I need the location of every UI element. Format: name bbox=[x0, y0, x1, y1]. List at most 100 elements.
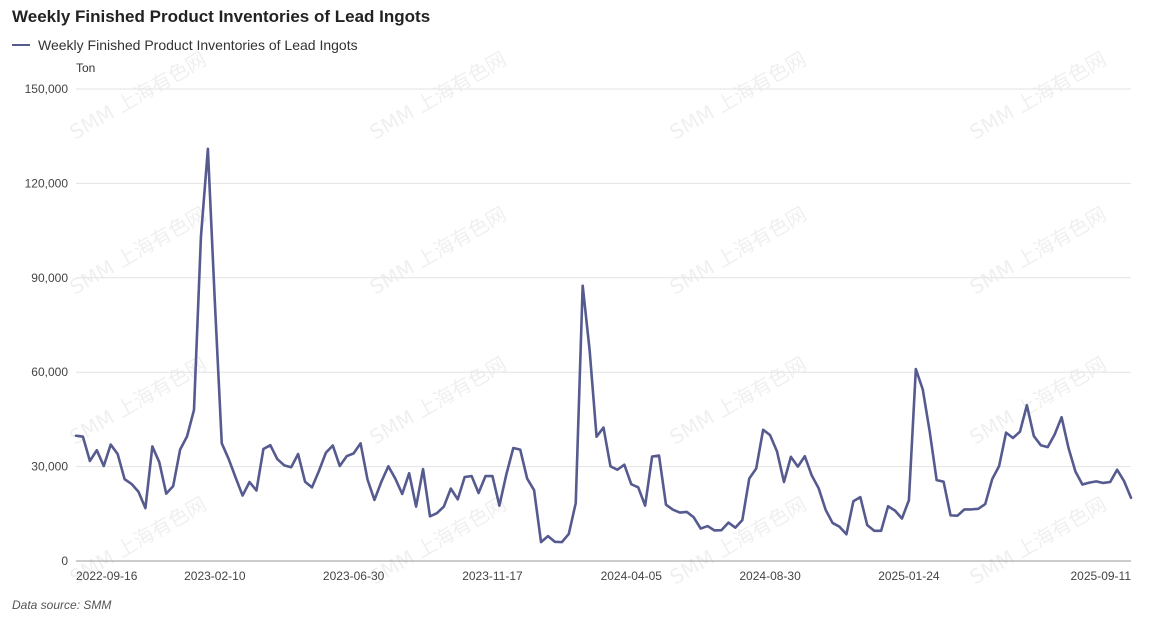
data-point[interactable] bbox=[149, 443, 155, 449]
data-point[interactable] bbox=[802, 453, 808, 459]
data-point[interactable] bbox=[288, 464, 294, 470]
data-point[interactable] bbox=[198, 234, 204, 240]
data-point[interactable] bbox=[656, 453, 662, 459]
data-point[interactable] bbox=[823, 507, 829, 513]
data-point[interactable] bbox=[871, 528, 877, 534]
data-point[interactable] bbox=[635, 484, 641, 490]
data-point[interactable] bbox=[545, 533, 551, 539]
data-point[interactable] bbox=[788, 454, 794, 460]
data-point[interactable] bbox=[920, 387, 926, 393]
data-point[interactable] bbox=[1066, 445, 1072, 451]
data-point[interactable] bbox=[184, 433, 190, 439]
data-point[interactable] bbox=[101, 463, 107, 469]
data-point[interactable] bbox=[302, 479, 308, 485]
data-point[interactable] bbox=[927, 429, 933, 435]
data-point[interactable] bbox=[948, 512, 954, 518]
data-point[interactable] bbox=[170, 483, 176, 489]
data-point[interactable] bbox=[830, 520, 836, 526]
data-point[interactable] bbox=[1024, 402, 1030, 408]
data-point[interactable] bbox=[1031, 433, 1037, 439]
data-point[interactable] bbox=[614, 467, 620, 473]
data-point[interactable] bbox=[774, 449, 780, 455]
data-point[interactable] bbox=[677, 510, 683, 516]
series-line[interactable] bbox=[74, 147, 1133, 544]
data-point[interactable] bbox=[434, 510, 440, 516]
data-point[interactable] bbox=[552, 539, 558, 545]
data-point[interactable] bbox=[1093, 478, 1099, 484]
data-point[interactable] bbox=[476, 490, 482, 496]
data-point[interactable] bbox=[573, 500, 579, 506]
data-point[interactable] bbox=[392, 476, 398, 482]
data-point[interactable] bbox=[351, 450, 357, 456]
data-point[interactable] bbox=[212, 298, 218, 304]
data-point[interactable] bbox=[323, 450, 329, 456]
data-point[interactable] bbox=[385, 463, 391, 469]
data-point[interactable] bbox=[337, 463, 343, 469]
data-point[interactable] bbox=[1086, 480, 1092, 486]
data-point[interactable] bbox=[330, 443, 336, 449]
data-point[interactable] bbox=[177, 447, 183, 453]
data-point[interactable] bbox=[809, 472, 815, 478]
data-point[interactable] bbox=[469, 473, 475, 479]
data-point[interactable] bbox=[253, 488, 259, 494]
data-point[interactable] bbox=[226, 456, 232, 462]
data-point[interactable] bbox=[1121, 478, 1127, 484]
data-point[interactable] bbox=[267, 442, 273, 448]
data-point[interactable] bbox=[1052, 432, 1058, 438]
data-point[interactable] bbox=[906, 497, 912, 503]
data-point[interactable] bbox=[621, 462, 627, 468]
data-point[interactable] bbox=[413, 504, 419, 510]
data-point[interactable] bbox=[954, 513, 960, 519]
data-point[interactable] bbox=[358, 440, 364, 446]
data-point[interactable] bbox=[601, 425, 607, 431]
data-point[interactable] bbox=[850, 498, 856, 504]
data-point[interactable] bbox=[108, 442, 114, 448]
data-point[interactable] bbox=[753, 465, 759, 471]
data-point[interactable] bbox=[156, 459, 162, 465]
data-point[interactable] bbox=[996, 463, 1002, 469]
data-point[interactable] bbox=[510, 445, 516, 451]
data-point[interactable] bbox=[663, 502, 669, 508]
data-point[interactable] bbox=[524, 476, 530, 482]
data-point[interactable] bbox=[538, 539, 544, 545]
data-point[interactable] bbox=[233, 475, 239, 481]
data-point[interactable] bbox=[247, 479, 253, 485]
data-point[interactable] bbox=[732, 525, 738, 531]
data-point[interactable] bbox=[1010, 435, 1016, 441]
data-point[interactable] bbox=[378, 479, 384, 485]
data-point[interactable] bbox=[455, 496, 461, 502]
data-point[interactable] bbox=[163, 491, 169, 497]
data-point[interactable] bbox=[1100, 480, 1106, 486]
data-point[interactable] bbox=[961, 506, 967, 512]
data-point[interactable] bbox=[94, 447, 100, 453]
data-point[interactable] bbox=[87, 458, 93, 464]
data-point[interactable] bbox=[934, 477, 940, 483]
data-point[interactable] bbox=[115, 451, 121, 457]
data-point[interactable] bbox=[670, 507, 676, 513]
data-point[interactable] bbox=[836, 524, 842, 530]
data-point[interactable] bbox=[205, 146, 211, 152]
data-point[interactable] bbox=[496, 503, 502, 509]
data-point[interactable] bbox=[587, 347, 593, 353]
data-point[interactable] bbox=[260, 446, 266, 452]
data-point[interactable] bbox=[767, 432, 773, 438]
data-point[interactable] bbox=[191, 407, 197, 413]
data-point[interactable] bbox=[420, 466, 426, 472]
data-point[interactable] bbox=[365, 477, 371, 483]
data-point[interactable] bbox=[462, 474, 468, 480]
data-point[interactable] bbox=[878, 528, 884, 534]
data-point[interactable] bbox=[122, 476, 128, 482]
data-point[interactable] bbox=[441, 504, 447, 510]
data-point[interactable] bbox=[857, 494, 863, 500]
data-point[interactable] bbox=[649, 454, 655, 460]
data-point[interactable] bbox=[1017, 429, 1023, 435]
data-point[interactable] bbox=[531, 487, 537, 493]
data-point[interactable] bbox=[843, 531, 849, 537]
data-point[interactable] bbox=[135, 489, 141, 495]
data-point[interactable] bbox=[483, 473, 489, 479]
data-point[interactable] bbox=[628, 481, 634, 487]
data-point[interactable] bbox=[1045, 444, 1051, 450]
data-point[interactable] bbox=[580, 283, 586, 289]
data-point[interactable] bbox=[371, 497, 377, 503]
data-point[interactable] bbox=[1072, 469, 1078, 475]
